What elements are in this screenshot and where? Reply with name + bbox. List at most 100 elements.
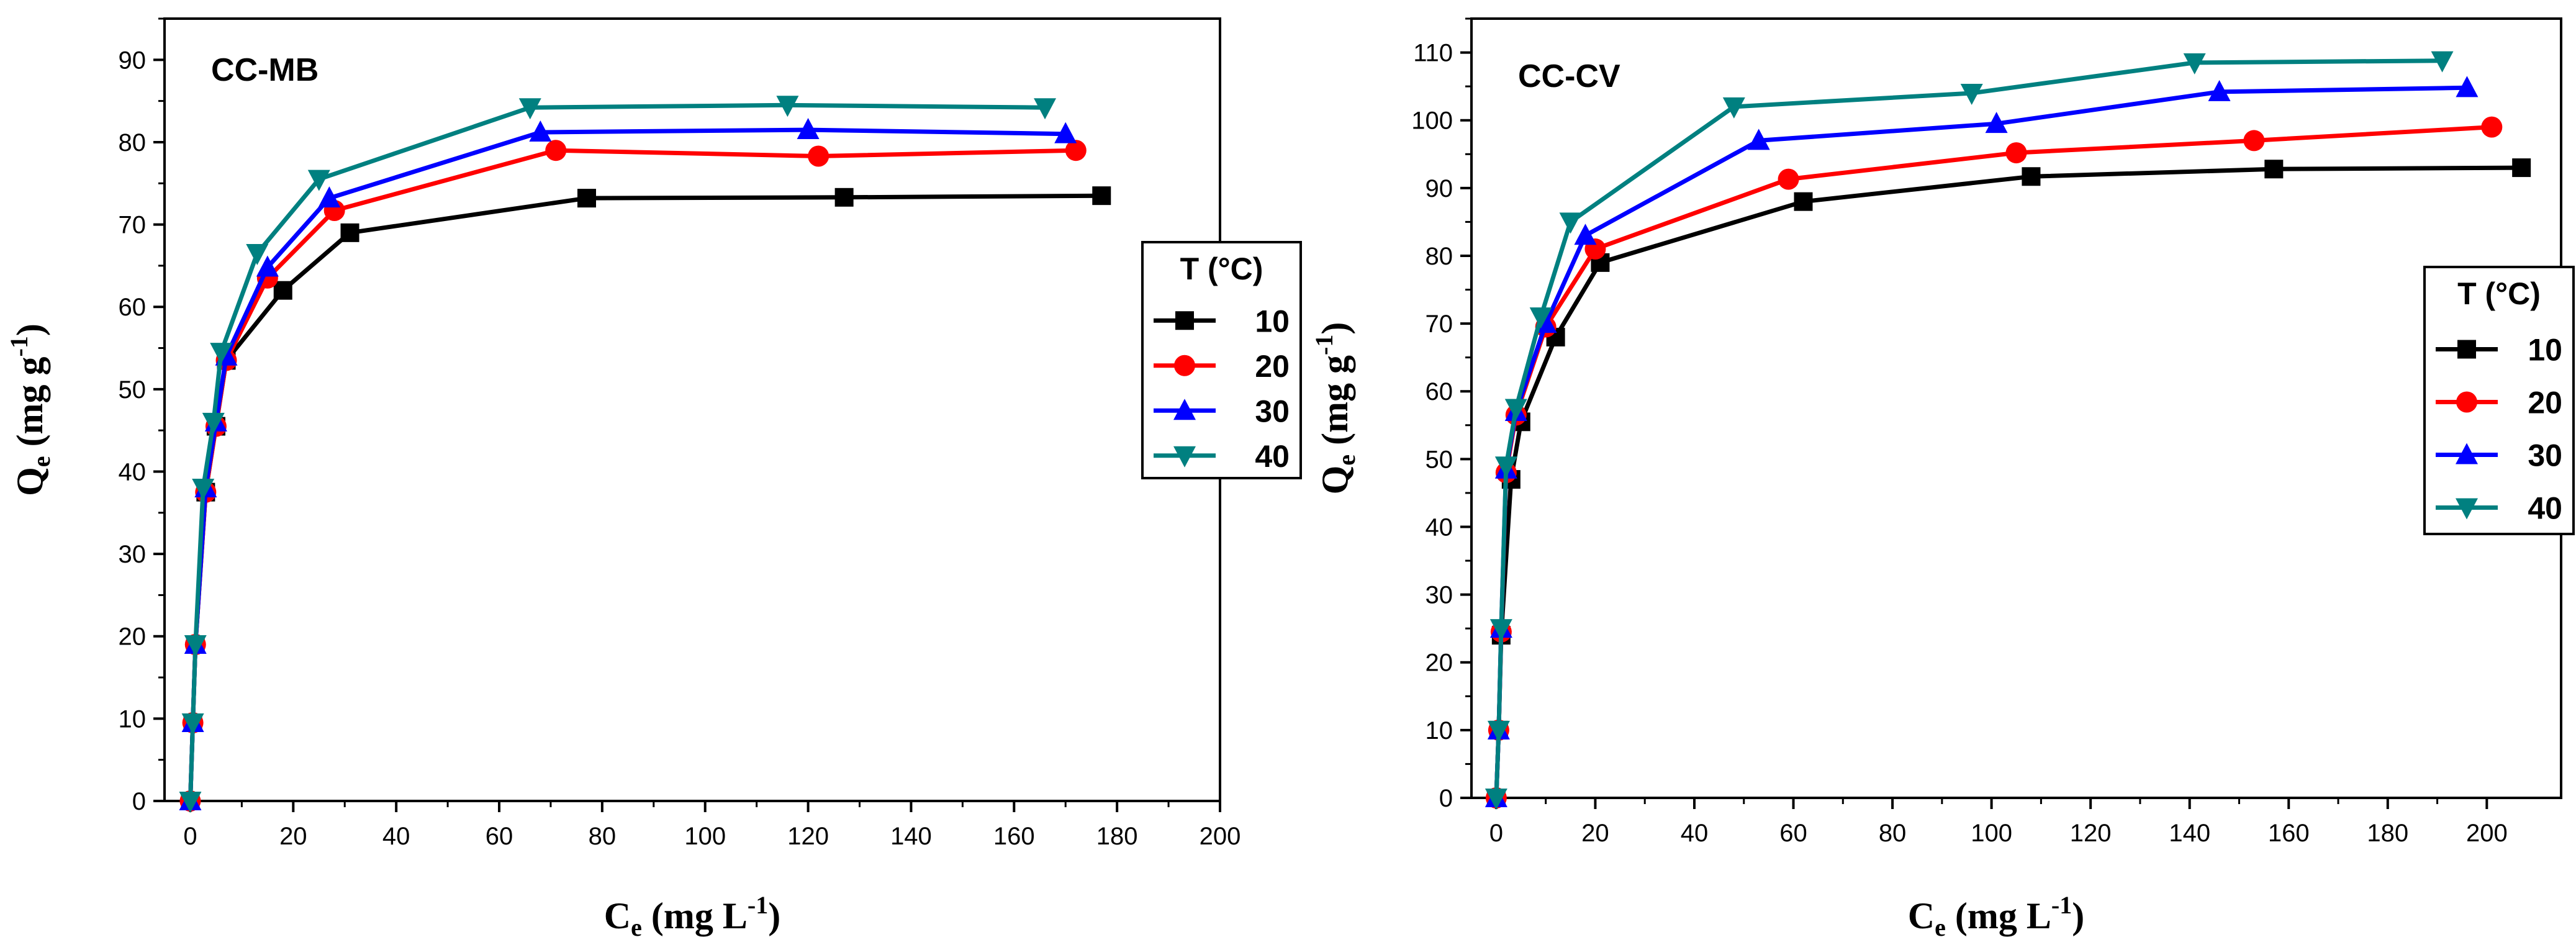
series-line-30 bbox=[188, 127, 1066, 802]
data-point-40 bbox=[179, 792, 202, 813]
series-line-20 bbox=[188, 148, 1076, 802]
y-axis-title-main: Q bbox=[9, 467, 50, 496]
legend-label-40: 40 bbox=[2528, 491, 2562, 526]
legend: T (°C) 10 20 30 40 bbox=[1141, 241, 1302, 479]
legend-label-20: 20 bbox=[1255, 349, 1290, 384]
data-point-40 bbox=[192, 479, 215, 500]
data-point-40 bbox=[181, 713, 204, 735]
y-tick-label: 90 bbox=[1426, 175, 1453, 202]
y-tick-label: 0 bbox=[132, 788, 146, 815]
legend-title: T (°C) bbox=[2457, 276, 2541, 311]
data-point-30 bbox=[2208, 79, 2231, 101]
legend-label-30: 30 bbox=[1255, 394, 1290, 428]
x-tick-label: 160 bbox=[993, 823, 1035, 850]
legend-marker-40 bbox=[1173, 446, 1196, 468]
data-point-40 bbox=[1722, 97, 1745, 119]
y-tick-label: 60 bbox=[119, 294, 147, 321]
legend-title: T (°C) bbox=[1180, 251, 1263, 286]
series-line-40 bbox=[1494, 58, 2443, 798]
legend-label-10: 10 bbox=[1255, 304, 1290, 338]
x-axis-title-close: ) bbox=[2072, 895, 2084, 936]
x-tick-label: 200 bbox=[2466, 820, 2508, 847]
legend-marker-30 bbox=[1173, 399, 1196, 420]
x-tick-label: 40 bbox=[1681, 820, 1709, 847]
x-tick-label: 100 bbox=[684, 823, 726, 850]
x-tick-label: 60 bbox=[1779, 820, 1807, 847]
data-point-40 bbox=[518, 98, 541, 120]
data-point-30 bbox=[1574, 224, 1597, 245]
x-tick-label: 60 bbox=[486, 823, 513, 850]
plot-frame bbox=[1470, 17, 2562, 799]
data-point-30 bbox=[1747, 129, 1770, 150]
data-point-40 bbox=[2431, 51, 2454, 73]
x-tick-label: 180 bbox=[2367, 820, 2408, 847]
data-point-40 bbox=[246, 244, 269, 265]
data-point-40 bbox=[307, 170, 330, 191]
data-point-30 bbox=[318, 186, 341, 208]
data-point-20 bbox=[2481, 116, 2503, 138]
data-point-10 bbox=[273, 281, 292, 300]
legend-label-10: 10 bbox=[2528, 333, 2562, 368]
chart-panel-cc-mb: 0 20 40 60 80 100 120 140 160 180 200 0 10 20 30 40 50 60… bbox=[5, 17, 1302, 941]
x-tick-label: 0 bbox=[1489, 820, 1503, 847]
data-point-10 bbox=[577, 189, 596, 208]
x-axis-title-sub: e bbox=[631, 913, 642, 941]
legend: T (°C) 10 20 30 40 bbox=[2423, 266, 2575, 535]
data-point-40 bbox=[210, 343, 233, 364]
data-point-30 bbox=[1985, 112, 2008, 133]
y-tick-label: 60 bbox=[1426, 378, 1453, 405]
x-tick-label: 140 bbox=[2169, 820, 2210, 847]
y-tick-label: 40 bbox=[1426, 513, 1453, 541]
data-point-40 bbox=[1559, 212, 1582, 234]
x-tick-label: 80 bbox=[1879, 820, 1907, 847]
data-point-30 bbox=[1054, 122, 1077, 143]
data-point-40 bbox=[1504, 399, 1527, 420]
legend-marker-40 bbox=[2456, 498, 2478, 520]
y-tick-label: 80 bbox=[119, 129, 147, 156]
series-line-20 bbox=[1494, 125, 2492, 798]
x-axis-title: Ce (mg L-1) bbox=[1908, 891, 2084, 941]
x-tick-label: 20 bbox=[1581, 820, 1609, 847]
data-point-40 bbox=[1529, 307, 1552, 329]
y-tick-label: 110 bbox=[1413, 40, 1453, 67]
series-line-30 bbox=[1494, 85, 2467, 798]
x-tick-label: 100 bbox=[1971, 820, 2012, 847]
x-tick-label: 160 bbox=[2268, 820, 2310, 847]
y-tick-label: 70 bbox=[1426, 310, 1453, 338]
legend-label-20: 20 bbox=[2528, 386, 2562, 420]
x-axis-title-unit: (mg L bbox=[1946, 895, 2051, 936]
x-axis-title-sup: -1 bbox=[2051, 891, 2072, 919]
legend-marker-30 bbox=[2456, 443, 2478, 464]
y-tick-label: 80 bbox=[1426, 243, 1453, 270]
y-axis-title-sub: e bbox=[1332, 455, 1360, 466]
data-point-30 bbox=[256, 255, 279, 277]
legend-marker-10 bbox=[1175, 311, 1194, 330]
data-point-10 bbox=[2022, 167, 2041, 186]
y-tick-label: 90 bbox=[119, 47, 147, 74]
x-axis-title-main: C bbox=[1908, 895, 1935, 936]
data-point-40 bbox=[202, 412, 225, 434]
data-point-40 bbox=[1494, 456, 1517, 478]
y-tick-label: 10 bbox=[119, 705, 147, 733]
x-axis-title: Ce (mg L-1) bbox=[604, 891, 780, 941]
data-point-20 bbox=[1778, 168, 1799, 190]
y-tick-label: 50 bbox=[1426, 446, 1453, 473]
panel-title: CC-MB bbox=[211, 52, 319, 88]
x-tick-label: 200 bbox=[1200, 823, 1241, 850]
series-line-10 bbox=[188, 193, 1102, 802]
data-point-30 bbox=[2456, 76, 2479, 97]
data-point-30 bbox=[797, 118, 820, 140]
y-tick-label: 30 bbox=[119, 541, 147, 568]
y-tick-label: 20 bbox=[1426, 649, 1453, 677]
data-point-10 bbox=[340, 223, 359, 242]
y-tick-label: 70 bbox=[119, 212, 147, 239]
x-axis-title-unit: (mg L bbox=[642, 895, 748, 936]
y-tick-label: 0 bbox=[1439, 785, 1453, 812]
x-axis-title-sup: -1 bbox=[748, 891, 768, 919]
data-point-20 bbox=[2243, 130, 2265, 152]
y-axis-title-sup: -1 bbox=[1310, 335, 1338, 355]
y-axis-title-sup: -1 bbox=[5, 336, 33, 356]
data-point-40 bbox=[1034, 98, 1057, 120]
data-point-30 bbox=[1534, 312, 1557, 333]
